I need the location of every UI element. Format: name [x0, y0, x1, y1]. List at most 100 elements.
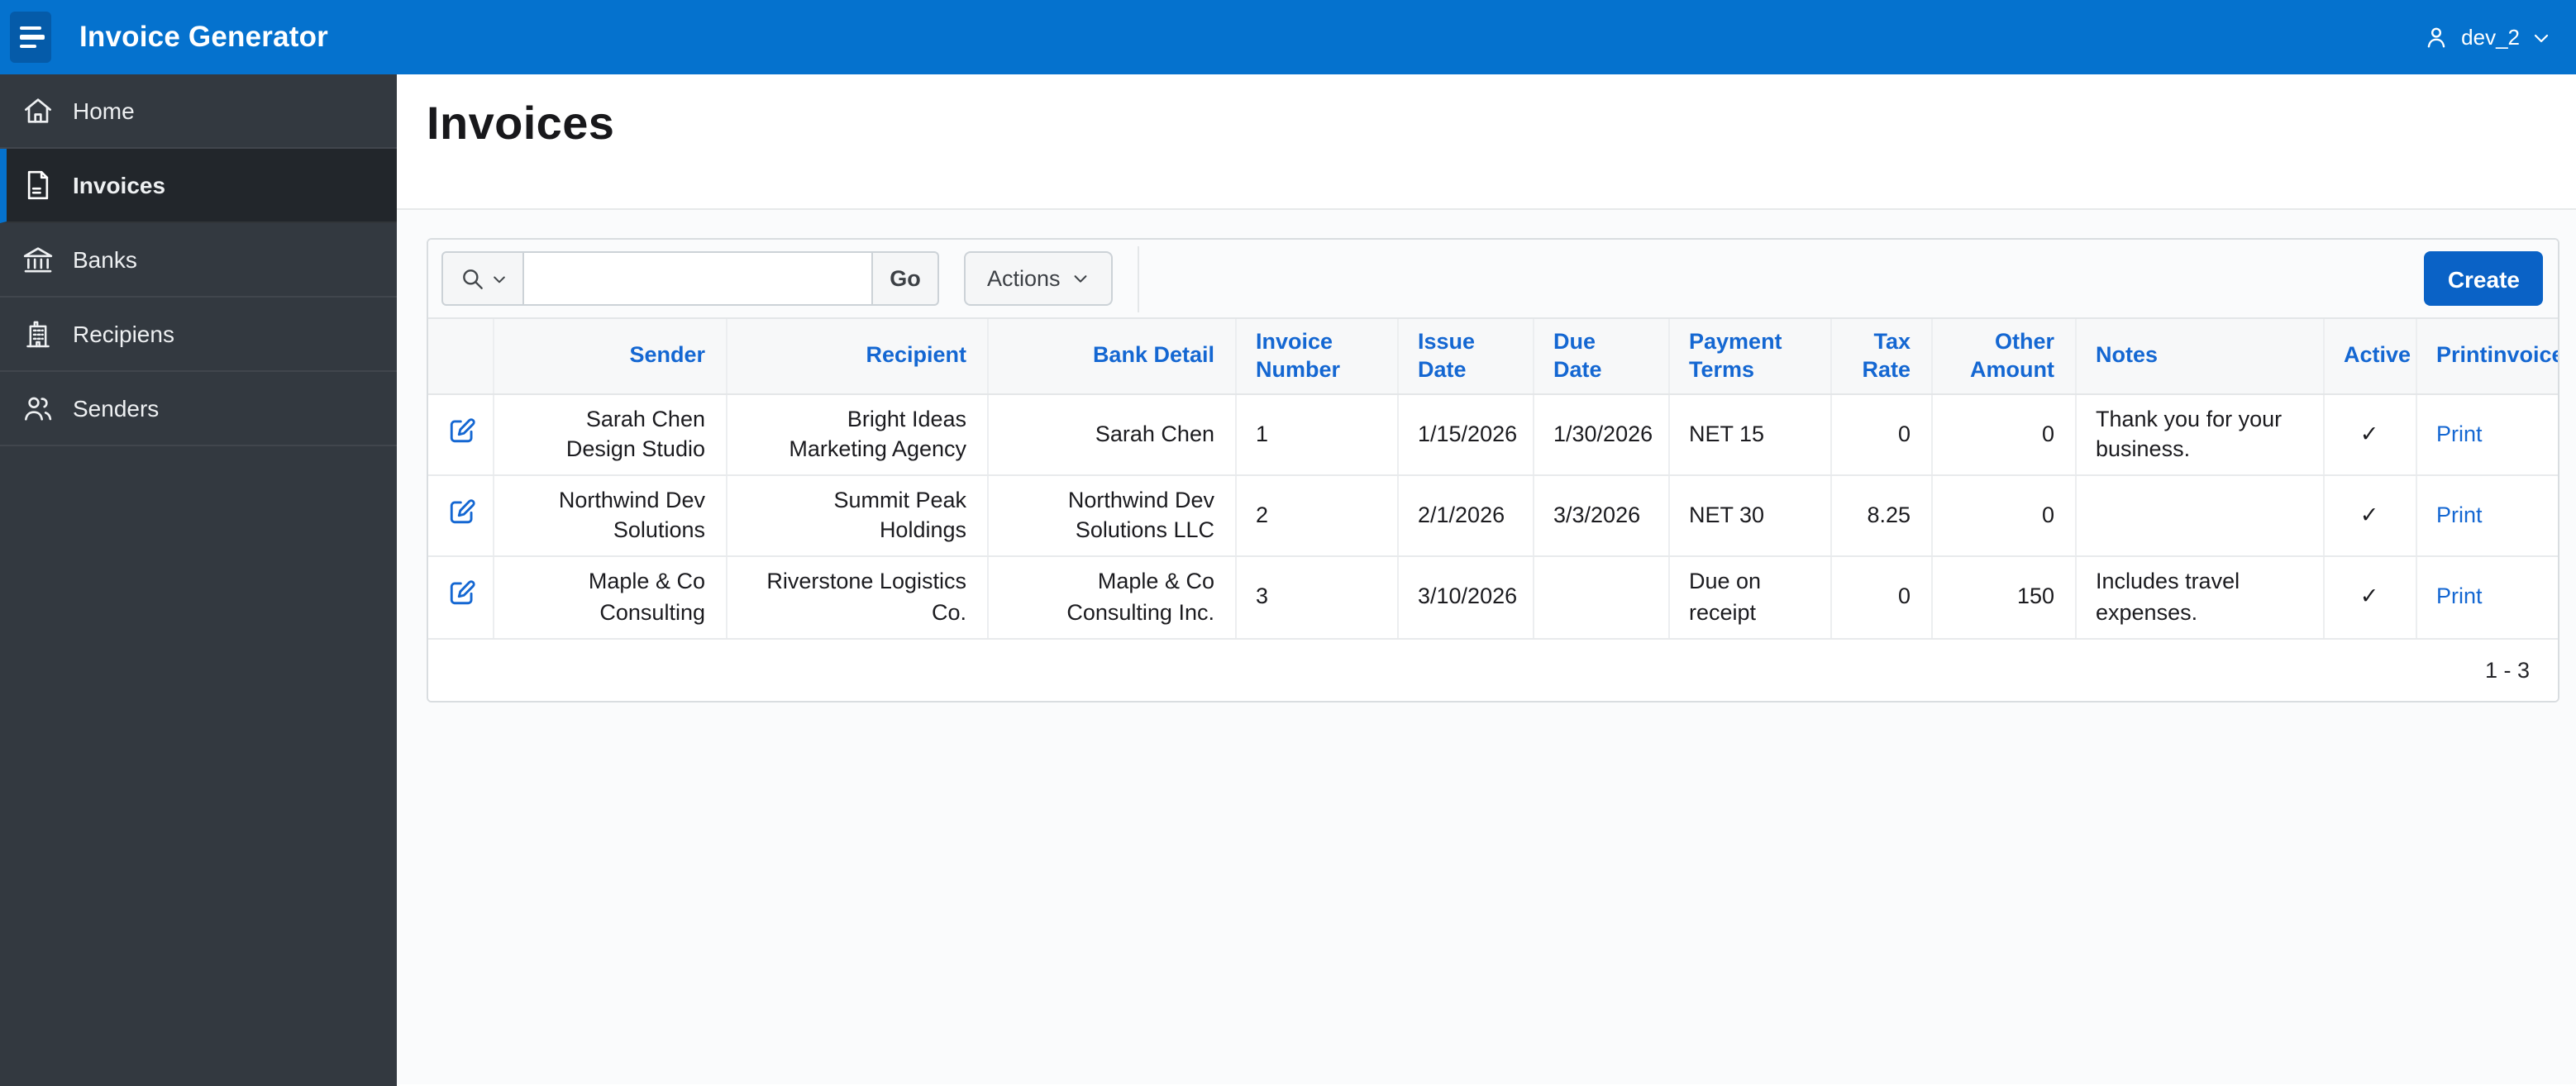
table-row: Northwind Dev Solutions Summit Peak Hold… — [428, 474, 2558, 558]
col-header-tax-rate[interactable]: Tax Rate — [1830, 319, 1932, 394]
col-header-edit — [428, 319, 494, 394]
active-check-icon: ✓ — [2323, 393, 2416, 476]
cell-other-amount: 0 — [1931, 474, 2076, 558]
col-header-payment-terms[interactable]: Payment Terms — [1668, 319, 1831, 394]
cell-sender: Sarah Chen Design Studio — [493, 393, 727, 476]
user-name: dev_2 — [2461, 25, 2520, 50]
cell-payment-terms: NET 15 — [1668, 393, 1831, 476]
sidebar-item-banks[interactable]: Banks — [0, 223, 397, 298]
edit-row-button[interactable] — [448, 416, 476, 444]
col-header-sender[interactable]: Sender — [493, 319, 727, 394]
menu-toggle-button[interactable] — [10, 12, 51, 63]
people-icon — [21, 392, 55, 425]
cell-due-date: 1/30/2026 — [1533, 393, 1669, 476]
user-menu[interactable]: dev_2 — [2421, 23, 2551, 51]
cell-notes — [2075, 474, 2324, 558]
cell-bank-detail: Northwind Dev Solutions LLC — [987, 474, 1236, 558]
home-icon — [21, 94, 55, 127]
building-icon — [21, 317, 55, 350]
cell-tax-rate: 0 — [1830, 393, 1932, 476]
app-title: Invoice Generator — [79, 20, 329, 53]
cell-invoice-number: 1 — [1235, 393, 1398, 476]
report-toolbar: Go Actions Create — [428, 240, 2558, 319]
toolbar-divider — [1138, 245, 1140, 312]
cell-sender: Northwind Dev Solutions — [493, 474, 727, 558]
cell-bank-detail: Sarah Chen — [987, 393, 1236, 476]
sidebar-item-label: Banks — [73, 246, 137, 273]
cell-tax-rate: 0 — [1830, 556, 1932, 640]
page-header: Invoices — [397, 74, 2576, 210]
cell-notes: Thank you for your business. — [2075, 393, 2324, 476]
cell-other-amount: 150 — [1931, 556, 2076, 640]
cell-recipient: Summit Peak Holdings — [726, 474, 988, 558]
cell-notes: Includes travel expenses. — [2075, 556, 2324, 640]
document-icon — [21, 169, 55, 202]
table-row: Maple & Co Consulting Riverstone Logisti… — [428, 556, 2558, 640]
main-content: Invoices Go Act — [397, 74, 2576, 1086]
pagination-label: 1 - 3 — [428, 639, 2558, 701]
col-header-issue-date[interactable]: Issue Date — [1397, 319, 1534, 394]
col-header-invoice-number[interactable]: Invoice Number — [1235, 319, 1398, 394]
cell-invoice-number: 2 — [1235, 474, 1398, 558]
actions-button[interactable]: Actions — [964, 251, 1114, 306]
active-check-icon: ✓ — [2323, 474, 2416, 558]
edit-row-button[interactable] — [448, 498, 476, 526]
sidebar: Home Invoices Banks — [0, 74, 397, 1086]
cell-payment-terms: NET 30 — [1668, 474, 1831, 558]
cell-payment-terms: Due on receipt — [1668, 556, 1831, 640]
chevron-down-icon — [2534, 33, 2549, 42]
col-header-notes[interactable]: Notes — [2075, 319, 2324, 394]
invoices-table: Sender Recipient Bank Detail Invoice Num… — [428, 319, 2558, 640]
sidebar-item-invoices[interactable]: Invoices — [0, 149, 397, 223]
cell-recipient: Riverstone Logistics Co. — [726, 556, 988, 640]
user-icon — [2426, 27, 2445, 48]
col-header-active[interactable]: Active — [2323, 319, 2416, 394]
sidebar-item-senders[interactable]: Senders — [0, 372, 397, 446]
cell-issue-date: 2/1/2026 — [1397, 474, 1534, 558]
col-header-printinvoice[interactable]: Printinvoice — [2416, 319, 2558, 394]
cell-sender: Maple & Co Consulting — [493, 556, 727, 640]
edit-row-button[interactable] — [448, 579, 476, 607]
sidebar-item-home[interactable]: Home — [0, 74, 397, 149]
col-header-bank-detail[interactable]: Bank Detail — [987, 319, 1236, 394]
create-button[interactable]: Create — [2424, 251, 2543, 306]
cell-recipient: Bright Ideas Marketing Agency — [726, 393, 988, 476]
print-link[interactable]: Print — [2436, 583, 2483, 609]
sidebar-item-label: Senders — [73, 395, 160, 422]
hamburger-icon — [20, 26, 41, 31]
chevron-down-icon — [1075, 275, 1087, 283]
cell-due-date — [1533, 556, 1669, 640]
active-check-icon: ✓ — [2323, 556, 2416, 640]
table-row: Sarah Chen Design Studio Bright Ideas Ma… — [428, 393, 2558, 476]
bank-icon — [21, 243, 55, 276]
cell-issue-date: 3/10/2026 — [1397, 556, 1534, 640]
print-link[interactable]: Print — [2436, 503, 2483, 528]
col-header-due-date[interactable]: Due Date — [1533, 319, 1669, 394]
search-input[interactable] — [522, 251, 873, 306]
go-button[interactable]: Go — [871, 251, 939, 306]
table-header-row: Sender Recipient Bank Detail Invoice Num… — [428, 319, 2558, 394]
cell-tax-rate: 8.25 — [1830, 474, 1932, 558]
sidebar-item-label: Invoices — [73, 172, 166, 198]
search-options-button[interactable] — [441, 251, 524, 306]
sidebar-item-label: Home — [73, 98, 135, 124]
cell-other-amount: 0 — [1931, 393, 2076, 476]
cell-due-date: 3/3/2026 — [1533, 474, 1669, 558]
col-header-recipient[interactable]: Recipient — [726, 319, 988, 394]
cell-invoice-number: 3 — [1235, 556, 1398, 640]
print-link[interactable]: Print — [2436, 421, 2483, 446]
edit-icon — [450, 581, 475, 606]
page-title: Invoices — [427, 98, 615, 149]
top-bar: Invoice Generator dev_2 — [0, 0, 2576, 74]
invoices-report-region: Go Actions Create — [427, 238, 2559, 703]
cell-issue-date: 1/15/2026 — [1397, 393, 1534, 476]
content-area: Go Actions Create — [397, 210, 2576, 1084]
sidebar-item-recipiens[interactable]: Recipiens — [0, 298, 397, 372]
edit-icon — [450, 417, 475, 442]
magnifier-icon — [462, 269, 482, 288]
cell-bank-detail: Maple & Co Consulting Inc. — [987, 556, 1236, 640]
chevron-down-icon — [493, 275, 504, 283]
col-header-other-amount[interactable]: Other Amount — [1931, 319, 2076, 394]
edit-icon — [450, 499, 475, 524]
